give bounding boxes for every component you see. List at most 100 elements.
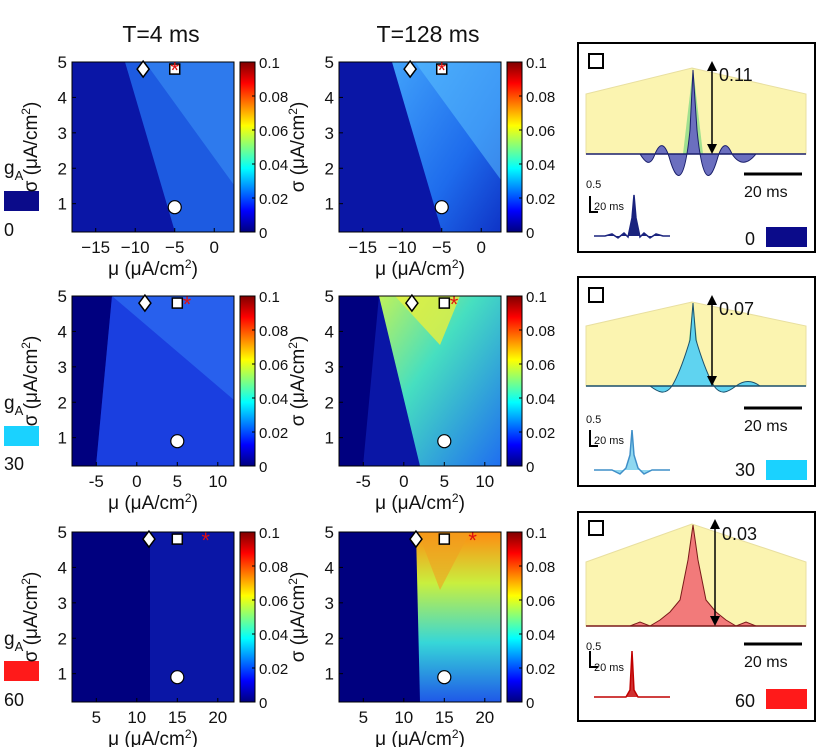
heatmap-panel-r1-t128 [338,295,502,467]
svg-text:gA: gA [4,629,24,654]
inset-gA-1: 30 [735,460,755,480]
x-tick-label: 20 [208,708,227,727]
marker-diamond [137,293,152,313]
colorbar-tick-label: 0 [259,459,267,476]
gA-legend-r1: gA 30 [4,393,39,474]
x-tick-label: −15 [348,238,377,257]
column-title-t128: T=128 ms [377,21,480,47]
x-tick-label: −10 [121,238,150,257]
scale-time-2: 20 ms [744,654,788,671]
heatmap-panel-r0-t128 [338,61,502,233]
x-axis-label: μ (μA/cm2) [108,257,198,280]
svg-text:gA: gA [4,158,24,183]
colorbar-tick-label: 0.02 [526,661,555,678]
heatmap-axes-2: 1 2 3 4 5 -5 0 5 10 μ (μA/cm2) σ (μA/cm2) 0.1 0.08 0.… [19,287,288,514]
gA-legend-r0: gA 0 [4,158,39,240]
peak-label-1: 0.07 [719,299,754,319]
colorbar-r0-t4 [239,61,256,233]
mini-y-0: 0.5 [586,179,601,191]
marker-circle [437,434,452,449]
y-tick-label: 3 [325,124,334,143]
colorbar-tick-label: 0.06 [259,123,288,140]
marker-diamond [409,529,423,549]
y-tick-label: 1 [58,429,67,448]
x-axis-label: μ (μA/cm2) [108,491,198,514]
y-tick-label: 3 [58,124,67,143]
svg-text:gA: gA [4,393,24,418]
colorbar-tick-label: 0.06 [259,593,288,610]
colorbar-tick-label: 0.08 [526,559,555,576]
marker-star: * [468,528,477,553]
heatmap-panel-r1-t4 [71,295,235,467]
peak-label-0: 0.11 [719,65,753,85]
colorbar-tick-label: 0.02 [526,425,555,442]
colorbar-tick-label: 0.1 [526,55,547,72]
marker-star: * [437,58,446,83]
x-tick-label: 20 [475,708,494,727]
x-axis-label: μ (μA/cm2) [108,727,198,747]
y-tick-label: 1 [325,665,334,684]
marker-star: * [170,58,179,83]
x-axis-label: μ (μA/cm2) [375,257,465,280]
colorbar-tick-label: 0.1 [259,525,280,542]
column-title-t4: T=4 ms [122,21,199,47]
colorbar-tick-label: 0.02 [259,661,288,678]
marker-square [438,297,451,309]
colorbar-tick-label: 0.04 [526,157,555,174]
y-tick-label: 2 [325,159,334,178]
y-tick-label: 5 [58,523,67,542]
colorbar-r2-t4 [239,531,256,703]
y-axis-label: σ (μA/cm2) [19,102,42,193]
mini-y-1: 0.5 [586,414,601,426]
y-axis-label: σ (μA/cm2) [19,336,42,427]
scale-time-0: 20 ms [744,184,788,201]
colorbar-tick-label: 0.04 [259,627,288,644]
x-tick-label: 15 [168,708,187,727]
colorbar-tick-label: 0.06 [526,123,555,140]
inset-gA-0: 0 [745,229,755,249]
inset-panel-2: 0.03 20 ms 0.5 20 ms 60 [577,511,816,722]
scale-time-1: 20 ms [744,418,788,435]
x-tick-label: 0 [210,238,219,257]
x-tick-label: −15 [81,238,110,257]
gA-swatch-r2 [4,661,39,681]
y-tick-label: 3 [58,358,67,377]
y-tick-label: 4 [325,88,334,107]
gA-value-r1: 30 [4,454,24,474]
peak-label-2: 0.03 [722,524,757,544]
y-tick-label: 5 [325,523,334,542]
y-tick-label: 5 [325,287,334,306]
marker-star: * [201,528,210,553]
colorbar-tick-label: 0 [526,695,534,712]
colorbar-tick-label: 0.06 [259,357,288,374]
x-tick-label: −10 [388,238,417,257]
y-axis-label: σ (μA/cm2) [19,572,42,663]
x-tick-label: 5 [440,472,449,491]
gA-legend-r2: gA 60 [4,629,39,710]
marker-diamond [404,293,419,313]
gA-swatch-r1 [4,426,39,446]
y-tick-label: 4 [58,558,67,577]
y-tick-label: 5 [58,53,67,72]
inset-panel-1: 0.07 20 ms 0.5 20 ms 30 [577,276,816,487]
marker-square [435,63,448,75]
inset-swatch-2 [766,689,807,709]
x-tick-label: 10 [208,472,227,491]
x-tick-label: 10 [127,708,146,727]
x-tick-label: -5 [89,472,104,491]
heatmap-axes-3: 1 2 3 4 5 -5 0 5 10 μ (μA/cm2) σ (μA/cm2) 0.1 0.08 0.… [286,287,555,514]
colorbar-tick-label: 0.04 [259,391,288,408]
mini-x-0: 20 ms [594,201,624,213]
colorbar-r0-t128 [506,61,523,233]
marker-circle [170,670,185,685]
y-tick-label: 3 [58,594,67,613]
x-tick-label: 10 [394,708,413,727]
colorbar-tick-label: 0.06 [526,357,555,374]
y-tick-label: 2 [58,159,67,178]
y-axis-label: σ (μA/cm2) [286,572,309,663]
x-tick-label: 0 [399,472,408,491]
colorbar-tick-label: 0.08 [259,89,288,106]
y-tick-label: 2 [58,629,67,648]
inset-swatch-0 [766,227,807,247]
